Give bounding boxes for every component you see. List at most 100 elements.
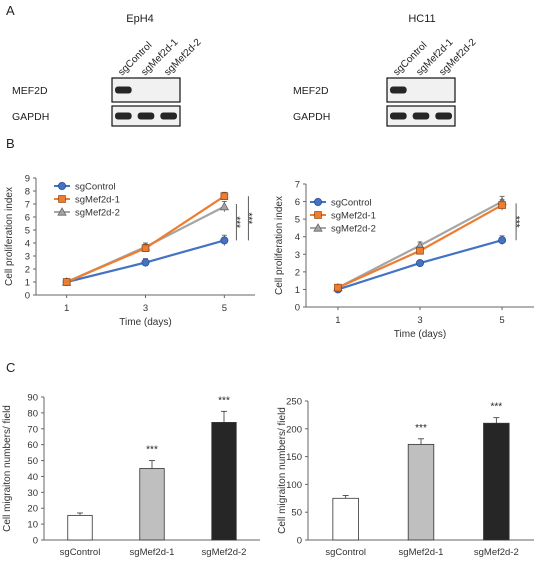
significance-mark: *** [510, 216, 521, 228]
y-tick-label: 60 [27, 440, 38, 451]
y-tick-label: 7 [25, 200, 30, 211]
y-tick-label: 100 [286, 480, 302, 491]
blot-band [160, 112, 177, 120]
bar [332, 497, 359, 541]
row-label: MEF2D [12, 85, 48, 97]
x-tick-label: sgMef2d-1 [130, 547, 175, 558]
y-tick-label: 2 [295, 267, 300, 278]
y-tick-label: 5 [295, 215, 300, 226]
y-tick-label: 50 [27, 456, 38, 467]
y-axis-label: Cell proliferation index [274, 196, 285, 295]
migration-chart-eph4: 0 10 20 30 40 50 60 70 80 90 Cell migraiton number… [2, 393, 260, 558]
data-point [314, 211, 322, 219]
y-tick-label: 80 [27, 408, 38, 419]
y-tick-label: 6 [295, 197, 300, 208]
data-point [498, 236, 507, 245]
legend-entry: sgMef2d-1 [331, 211, 376, 222]
y-tick-label: 5 [25, 226, 30, 237]
data-point [220, 192, 229, 201]
x-axis-label: Time (days) [394, 329, 446, 340]
x-tick-label: 3 [143, 303, 148, 314]
blot-band [115, 86, 132, 94]
data-point [57, 207, 67, 216]
proliferation-chart-hc11: 0 1 2 3 4 5 6 7 1 3 5 Time (days) Cell proliferation… [274, 180, 534, 340]
western-blot-hc11: HC11sgControlsgMef2d-1sgMef2d-2MEF2DGAPD… [293, 13, 479, 127]
blot-band [115, 112, 132, 120]
data-point [219, 201, 230, 211]
x-tick-label: 5 [222, 303, 227, 314]
bar [67, 514, 93, 541]
y-tick-label: 8 [25, 187, 30, 198]
significance-mark: *** [415, 423, 427, 434]
x-tick-label: sgControl [60, 547, 101, 558]
data-point [62, 278, 71, 286]
legend-entry: sgControl [75, 182, 116, 193]
y-axis-label: Cell migraiton numbers/ field [277, 407, 288, 534]
y-axis-label: Cell proliferation index [4, 187, 15, 286]
bar [211, 422, 237, 541]
y-tick-label: 4 [25, 239, 30, 250]
row-label: MEF2D [293, 85, 329, 97]
data-point [141, 258, 150, 267]
y-tick-label: 3 [25, 252, 30, 263]
y-tick-label: 250 [286, 397, 302, 408]
y-tick-label: 40 [27, 472, 38, 483]
bar [483, 422, 510, 541]
data-point [58, 181, 67, 190]
blot-band [435, 112, 452, 120]
x-tick-label: 5 [499, 315, 504, 326]
data-point [313, 223, 323, 232]
y-tick-label: 9 [25, 174, 30, 185]
x-tick-label: sgMef2d-2 [474, 547, 519, 558]
y-tick-label: 150 [286, 452, 302, 463]
blot-strip [386, 77, 456, 103]
blot-band [412, 112, 430, 120]
panel-letter-a: A [6, 3, 15, 18]
y-tick-label: 0 [295, 303, 300, 314]
y-tick-label: 2 [25, 265, 30, 276]
x-tick-label: sgControl [325, 547, 366, 558]
blot-title: HC11 [408, 13, 435, 25]
significance-mark: *** [242, 212, 253, 224]
western-blot-eph4: EpH4sgControlsgMef2d-1sgMef2d-2MEF2DGAPD… [12, 13, 204, 127]
data-point [498, 201, 506, 209]
data-point [415, 259, 424, 268]
x-tick-label: 1 [335, 315, 340, 326]
legend-entry: sgMef2d-2 [331, 224, 376, 235]
x-axis-label: Time (days) [119, 317, 171, 328]
data-point [220, 236, 229, 245]
significance-mark: *** [146, 445, 158, 456]
y-tick-label: 3 [295, 250, 300, 261]
y-tick-label: 50 [291, 508, 302, 519]
data-point [416, 246, 424, 255]
blot-title: EpH4 [126, 13, 154, 25]
legend-entry: sgMef2d-1 [75, 195, 120, 206]
y-tick-label: 7 [295, 180, 300, 191]
y-tick-label: 1 [295, 285, 300, 296]
legend-entry: sgMef2d-2 [75, 208, 120, 219]
legend-entry: sgControl [331, 198, 372, 209]
significance-mark: *** [490, 402, 502, 413]
row-label: GAPDH [12, 111, 49, 123]
data-point [58, 195, 66, 203]
bar [407, 443, 435, 541]
proliferation-chart-eph4: 0 1 2 3 4 5 6 7 8 9 1 3 5 Time (days) Cell proliferati… [4, 174, 255, 328]
x-tick-label: 1 [64, 303, 69, 314]
y-tick-label: 30 [27, 488, 38, 499]
blot-band [390, 86, 407, 94]
y-tick-label: 1 [25, 278, 30, 289]
blot-band [390, 112, 407, 120]
x-tick-label: sgMef2d-1 [399, 547, 444, 558]
panel-letter-b: B [6, 136, 15, 151]
row-label: GAPDH [293, 111, 330, 123]
blot-band [137, 112, 155, 120]
significance-mark: *** [218, 395, 230, 406]
significance-mark: *** [230, 216, 241, 228]
x-tick-label: sgMef2d-2 [202, 547, 247, 558]
y-tick-label: 0 [33, 536, 38, 547]
bar [139, 468, 165, 541]
y-tick-label: 90 [27, 393, 38, 404]
y-tick-label: 4 [295, 232, 300, 243]
